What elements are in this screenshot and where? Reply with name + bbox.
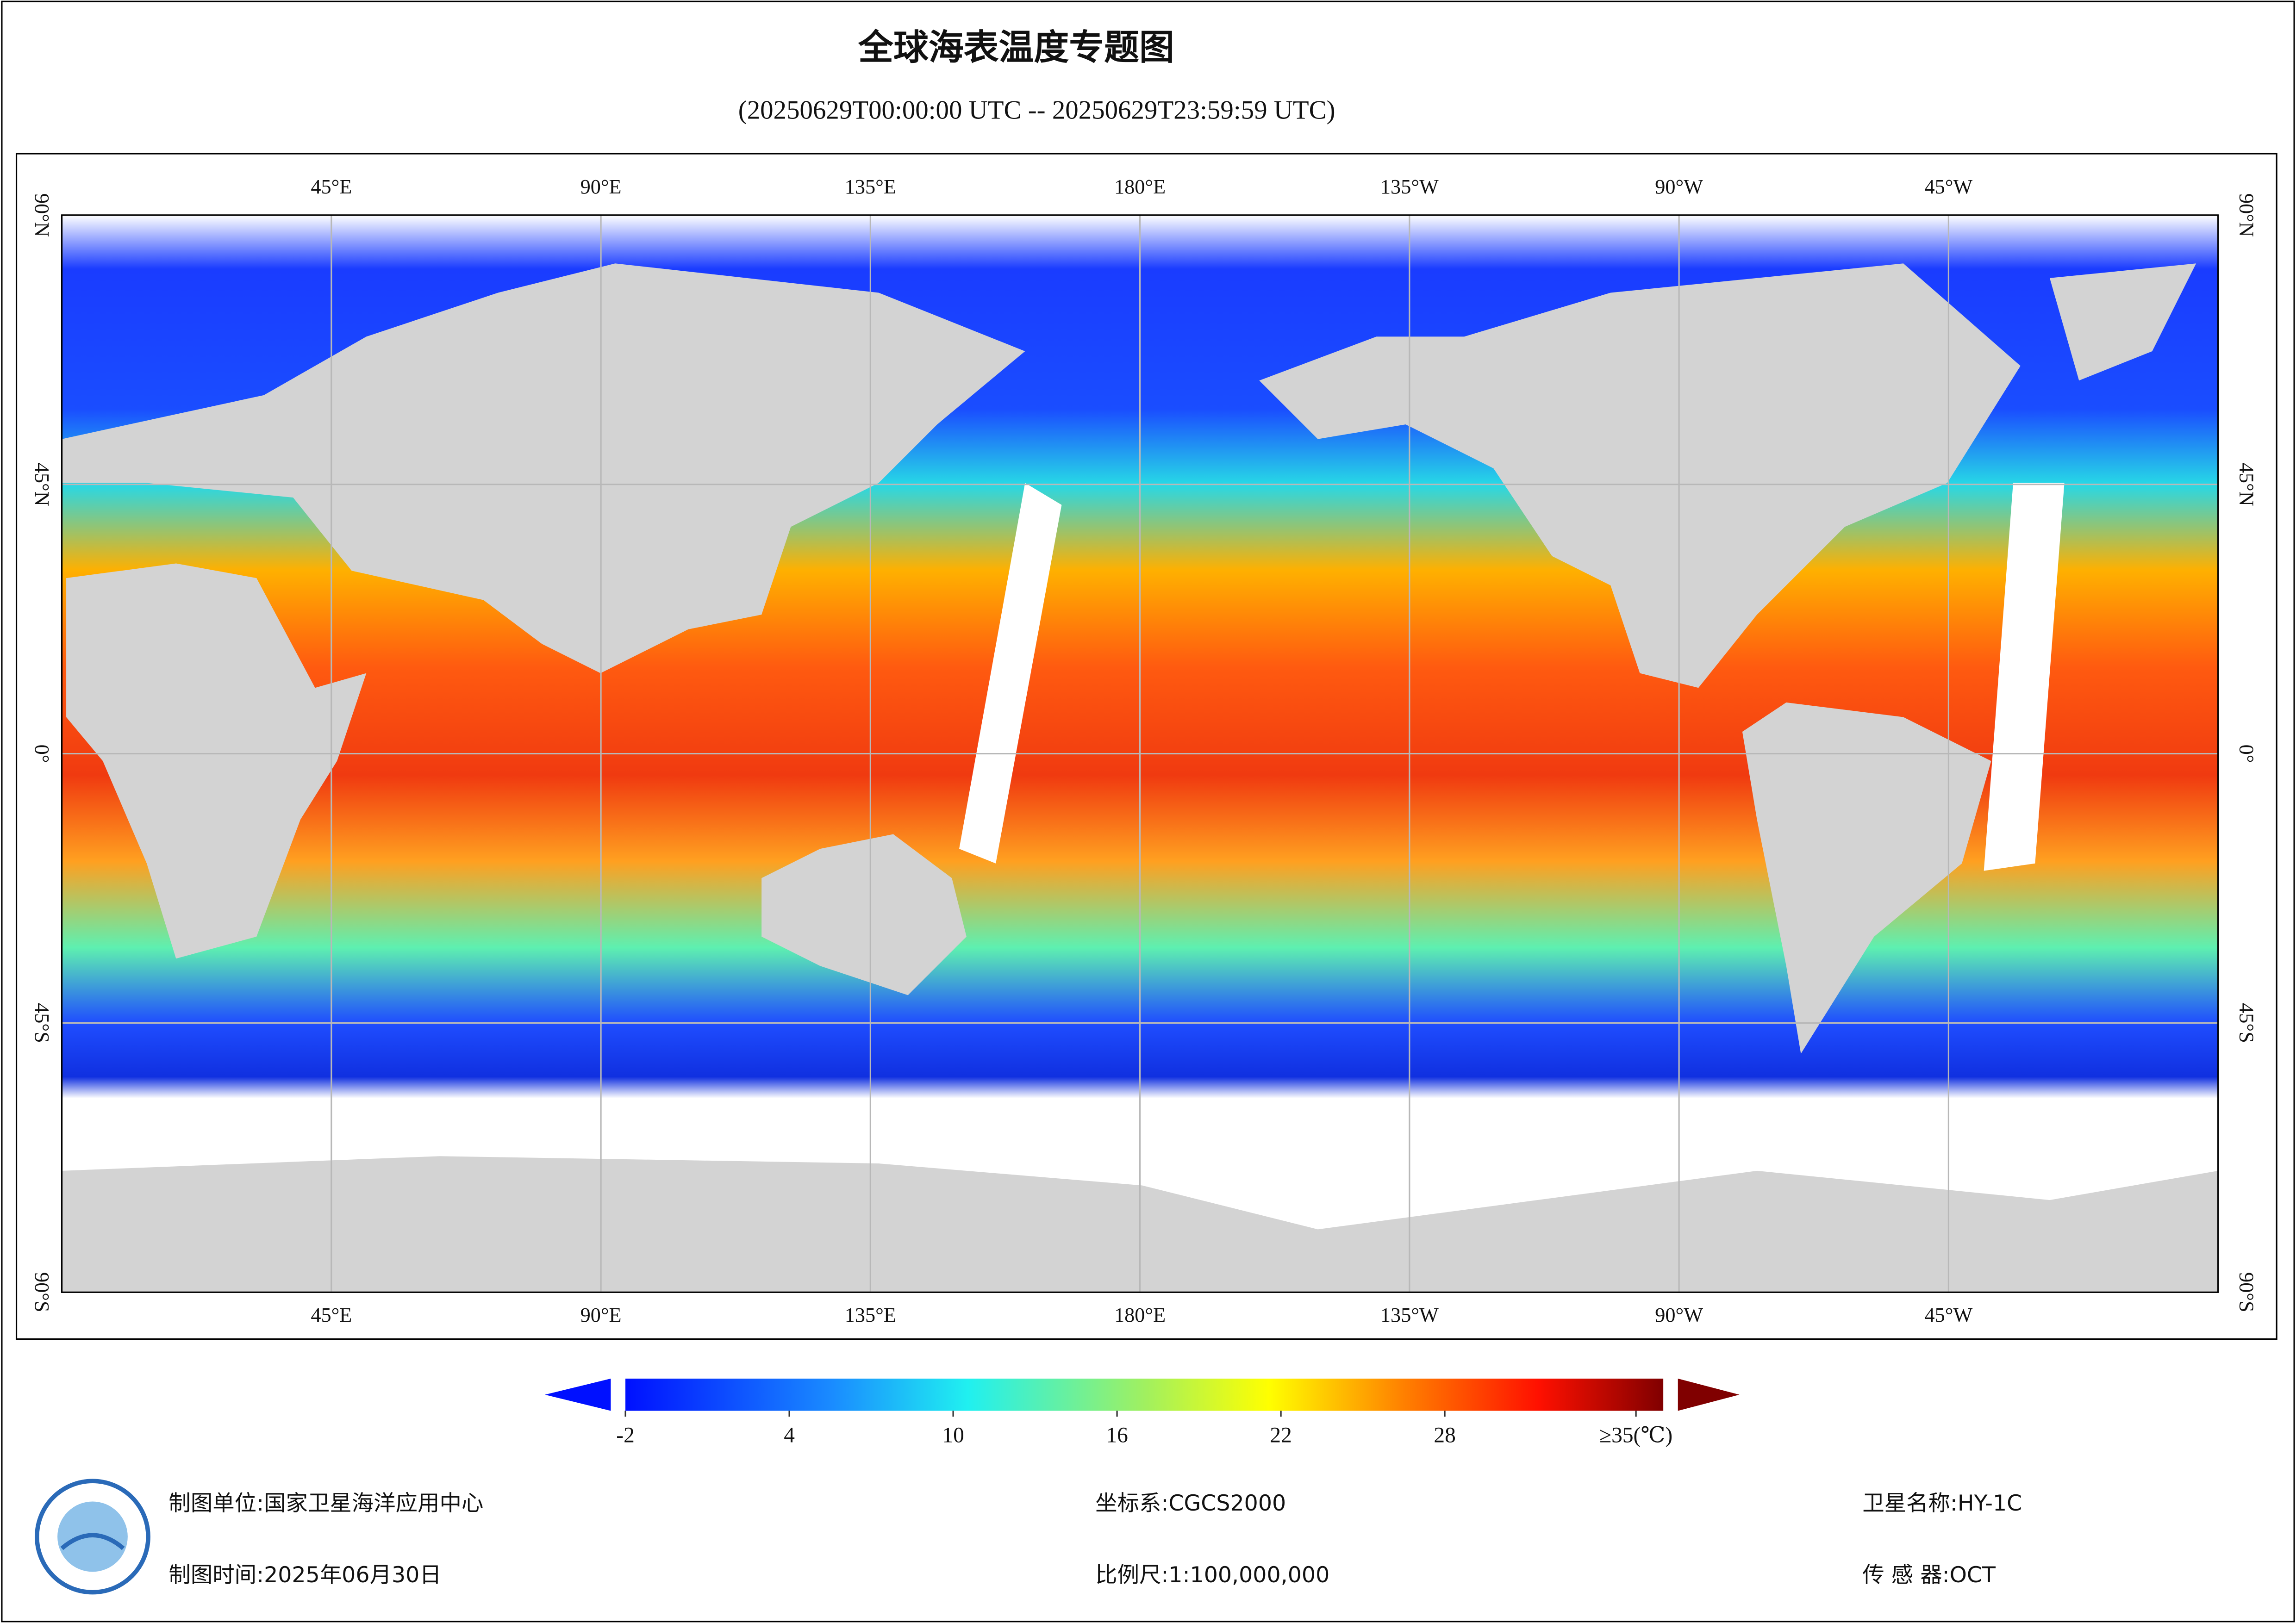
land bbox=[66, 563, 367, 959]
footer-satellite: 卫星名称:HY-1C bbox=[1862, 1491, 2022, 1516]
lat-label-left: 45°N bbox=[31, 463, 53, 506]
map-border bbox=[61, 214, 2219, 1293]
lon-label-top: 45°E bbox=[311, 175, 352, 198]
lat-label-right: 45°S bbox=[2235, 1003, 2258, 1043]
lat-label-right: 90°S bbox=[2235, 1272, 2258, 1312]
map-frame bbox=[15, 153, 2277, 1340]
colorbar-tick-label: ≥35(℃) bbox=[1599, 1423, 1672, 1447]
footer-time: 制图时间:2025年06月30日 bbox=[168, 1562, 441, 1588]
colorbar-tick-label: 16 bbox=[1106, 1423, 1128, 1447]
no-data-swath bbox=[959, 483, 1062, 864]
land bbox=[2049, 263, 2196, 381]
colorbar-tick-label: 4 bbox=[784, 1423, 795, 1447]
map bbox=[61, 214, 2219, 1293]
lat-label-left: 90°N bbox=[31, 193, 53, 237]
colorbar bbox=[625, 1378, 1664, 1411]
no-data-swath bbox=[1984, 483, 2065, 871]
colorbar-low-arrow bbox=[545, 1378, 611, 1411]
lon-label-top: 180°E bbox=[1114, 175, 1166, 198]
lon-label-top: 90°E bbox=[580, 175, 622, 198]
logo bbox=[35, 1479, 150, 1595]
lon-label-bottom: 45°W bbox=[1925, 1304, 1973, 1326]
colorbar-high-arrow bbox=[1678, 1378, 1740, 1411]
lat-label-left: 45°S bbox=[31, 1003, 53, 1043]
lon-label-top: 90°W bbox=[1655, 175, 1703, 198]
lon-label-top: 135°W bbox=[1380, 175, 1439, 198]
lon-label-bottom: 45°E bbox=[311, 1304, 352, 1326]
lon-label-bottom: 135°W bbox=[1380, 1304, 1439, 1326]
footer-crs: 坐标系:CGCS2000 bbox=[1095, 1491, 1286, 1516]
colorbar-tick-label: -2 bbox=[616, 1423, 635, 1447]
subtitle: (20250629T00:00:00 UTC -- 20250629T23:59… bbox=[738, 96, 1335, 125]
title: 全球海表温度专题图 bbox=[858, 27, 1174, 68]
land bbox=[761, 834, 967, 995]
lat-label-left: 0° bbox=[31, 745, 53, 763]
lon-label-bottom: 180°E bbox=[1114, 1304, 1166, 1326]
footer-unit: 制图单位:国家卫星海洋应用中心 bbox=[168, 1491, 483, 1516]
colorbar-tick-label: 10 bbox=[942, 1423, 964, 1447]
lon-label-bottom: 90°W bbox=[1655, 1304, 1703, 1326]
lon-label-top: 45°W bbox=[1925, 175, 1973, 198]
lon-label-bottom: 135°E bbox=[845, 1304, 896, 1326]
lat-label-left: 90°S bbox=[31, 1272, 53, 1312]
footer-sensor: 传 感 器:OCT bbox=[1862, 1562, 1996, 1588]
land bbox=[1742, 702, 1991, 1054]
lat-label-right: 0° bbox=[2235, 745, 2258, 763]
land bbox=[62, 263, 1025, 673]
lat-label-right: 45°N bbox=[2235, 463, 2258, 506]
colorbar-tick-label: 22 bbox=[1270, 1423, 1292, 1447]
lat-label-right: 90°N bbox=[2235, 193, 2258, 237]
land bbox=[1259, 263, 2021, 688]
footer-scale: 比例尺:1:100,000,000 bbox=[1095, 1562, 1329, 1588]
lon-label-top: 135°E bbox=[845, 175, 896, 198]
colorbar-tick-label: 28 bbox=[1434, 1423, 1455, 1447]
lon-label-bottom: 90°E bbox=[580, 1304, 622, 1326]
